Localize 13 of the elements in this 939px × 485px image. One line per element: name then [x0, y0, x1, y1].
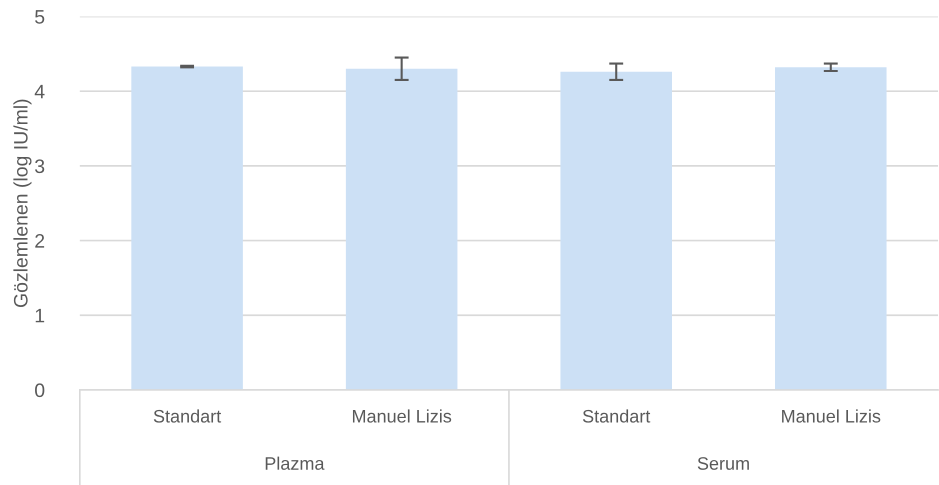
y-tick-label: 5 — [35, 10, 44, 24]
text: Plazma — [266, 456, 324, 470]
x-tick-label: Standart — [154, 409, 222, 423]
y-tick-label: 4 — [34, 84, 45, 98]
y-axis-title: Gözlemlenen (log IU/ml) — [13, 100, 32, 308]
y-tick-label: 2 — [35, 234, 44, 248]
x-tick-label: Manuel Lizis — [782, 409, 880, 423]
y-tick-label: 0 — [35, 383, 44, 398]
x-tick-label: Manuel Lizis — [352, 409, 452, 423]
y-tick-label: 3 — [35, 159, 44, 174]
y-tick-label: 1 — [36, 308, 44, 322]
text: Serum — [698, 457, 749, 470]
x-tick-label: Standart — [582, 409, 650, 423]
